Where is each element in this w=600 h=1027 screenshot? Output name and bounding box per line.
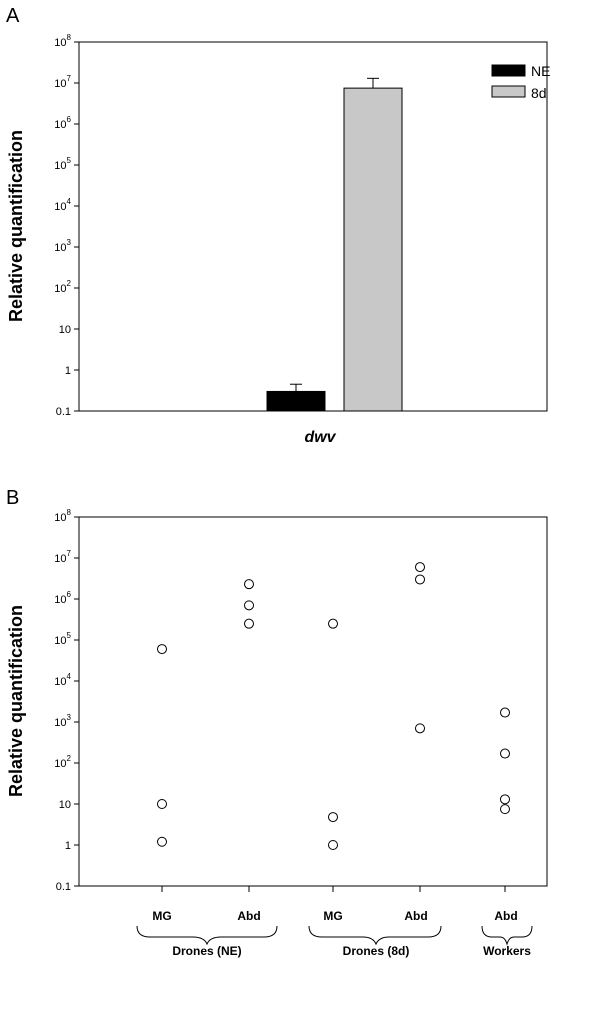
data-point [500, 748, 510, 759]
y-tick-label: 0.1 [56, 881, 71, 893]
y-tick-label: 10 [59, 799, 71, 811]
data-point [244, 579, 254, 590]
panel-b-category-label: Abd [494, 909, 517, 923]
data-point [244, 600, 254, 611]
data-point [328, 812, 338, 823]
panel-b: B Relative quantification 0.1 1 10 102 103 10… [6, 487, 548, 958]
panel-a-legend: NE 8d [491, 63, 550, 101]
group-brace-workers [481, 925, 533, 946]
group-brace-drones-8d [308, 925, 442, 946]
panel-a-bars [266, 77, 403, 412]
data-point [328, 618, 338, 629]
panel-b-y-axis-label: Relative quantification [6, 605, 26, 797]
y-tick-label: 104 [54, 672, 71, 688]
panel-a-letter: A [6, 5, 20, 27]
y-tick-label: 108 [54, 33, 71, 49]
data-point [415, 562, 425, 573]
y-tick-label: 104 [54, 197, 71, 213]
panel-b-category-label: Abd [404, 909, 427, 923]
data-point [244, 618, 254, 629]
data-point [500, 804, 510, 815]
y-tick-label: 103 [54, 238, 71, 254]
data-point [157, 799, 167, 809]
data-point [328, 840, 338, 850]
y-tick-label: 105 [54, 631, 71, 647]
data-point [500, 794, 510, 805]
y-tick-label: 107 [54, 74, 71, 90]
panel-b-letter: B [6, 487, 19, 509]
data-point [157, 836, 167, 847]
y-tick-label: 10 [59, 324, 71, 336]
panel-b-points [157, 562, 510, 850]
bar-ne [266, 390, 326, 412]
panel-a-plot-frame [78, 41, 548, 412]
y-tick-label: 1 [65, 365, 71, 377]
group-brace-drones-ne [136, 925, 278, 946]
data-point [500, 707, 510, 718]
panel-a-y-axis-label: Relative quantification [6, 130, 26, 322]
legend-swatch-8d [491, 85, 526, 98]
y-tick-label: 105 [54, 156, 71, 172]
data-point [415, 574, 425, 585]
panel-a-y-ticks: 0.1 1 10 102 103 104 105 106 107 108 [54, 33, 79, 418]
y-tick-label: 106 [54, 590, 71, 606]
panel-b-category-label: Abd [237, 909, 260, 923]
panel-b-y-ticks: 0.1 1 10 102 103 104 105 106 107 108 [54, 508, 79, 893]
group-label-drones-8d: Drones (8d) [343, 944, 410, 958]
panel-a: A Relative quantification 0.1 1 10 102 103 10… [6, 5, 550, 446]
y-tick-label: 106 [54, 115, 71, 131]
group-label-drones-ne: Drones (NE) [172, 944, 241, 958]
y-tick-label: 102 [54, 279, 71, 295]
panel-b-x-ticks [161, 886, 506, 892]
panel-b-category-label: MG [323, 909, 342, 923]
panel-a-category-label: dwv [304, 429, 336, 446]
y-tick-label: 102 [54, 754, 71, 770]
data-point [157, 644, 167, 655]
legend-label-8d: 8d [531, 85, 547, 101]
y-tick-label: 107 [54, 549, 71, 565]
data-point [415, 723, 425, 734]
legend-label-ne: NE [531, 63, 550, 79]
group-label-workers: Workers [483, 944, 531, 958]
panel-b-plot-frame [78, 516, 548, 887]
y-tick-label: 1 [65, 840, 71, 852]
panel-b-category-label: MG [152, 909, 171, 923]
y-tick-label: 103 [54, 713, 71, 729]
y-tick-label: 108 [54, 508, 71, 524]
y-tick-label: 0.1 [56, 406, 71, 418]
legend-swatch-ne [491, 64, 526, 77]
bar-8d [343, 87, 403, 412]
